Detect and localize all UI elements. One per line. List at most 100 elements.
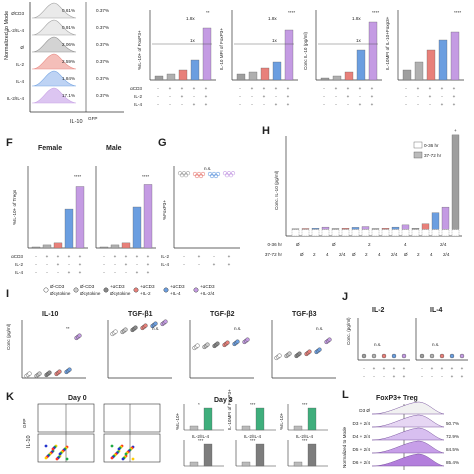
panel-i-letter: I	[6, 288, 9, 300]
treatment-sign: -	[183, 262, 185, 267]
scatter-point	[183, 173, 189, 178]
treatment-sign: +	[228, 262, 231, 267]
scatter-point	[177, 171, 183, 176]
bar	[53, 242, 63, 249]
bar	[31, 246, 41, 249]
panel-g-ylabel: %FoxP3+	[162, 200, 167, 220]
bar	[241, 461, 251, 467]
flow-event	[55, 457, 59, 461]
significance: ***	[302, 438, 308, 443]
bar-0-36hr	[291, 229, 300, 237]
data-point	[459, 353, 465, 359]
data-point	[307, 349, 312, 354]
data-point	[163, 319, 168, 324]
row2-value: Ø	[404, 252, 408, 257]
treatment-sign: -	[35, 254, 37, 259]
treatment-sign: -	[431, 374, 433, 379]
treatment-sign: -	[441, 94, 443, 99]
data-point	[37, 371, 42, 376]
histogram-curve	[31, 70, 77, 87]
panel-l-letter: L	[342, 389, 349, 401]
legend-bottom: +IL-2/4	[200, 291, 215, 296]
chart-subtitle: TGF-β1	[128, 311, 153, 318]
bar	[121, 242, 131, 249]
significance: ***	[250, 438, 256, 443]
treatment-sign: +	[429, 86, 432, 91]
data-point	[277, 353, 282, 358]
bar-37-72hr	[351, 227, 360, 230]
histogram-left-pct: 17.1%	[62, 93, 75, 98]
panel-f-male: Male	[106, 145, 122, 152]
legend-marker	[73, 287, 79, 293]
histogram-row-label: D6 + 2/4	[353, 460, 371, 465]
histogram-left-pct: 2.06%	[62, 42, 75, 47]
bar-0-36hr	[301, 229, 310, 237]
treatment-sign: -	[405, 94, 407, 99]
treatment-sign: -	[429, 102, 431, 107]
treatment-sign: -	[114, 262, 116, 267]
flow-event	[110, 444, 114, 448]
chart-subtitle: IL-10	[42, 311, 58, 318]
bar-0-36hr	[371, 229, 380, 237]
panel-i-legend: Ø-CD3 Øcytokine Ø-CD3 Øcytokine +αCD3 Øcytoki…	[43, 284, 215, 296]
scatter-point	[185, 171, 191, 176]
treatment-sign: +	[371, 86, 374, 91]
treatment-sign: -	[183, 254, 185, 259]
data-point	[143, 323, 148, 328]
row2-value: 4	[326, 252, 329, 257]
treatment-sign: -	[114, 270, 116, 275]
histogram-row-label: Ø	[20, 45, 24, 50]
treatment-sign: +	[453, 102, 456, 107]
treatment-sign: +	[451, 366, 454, 371]
treatment-sign: +	[198, 254, 201, 259]
treatment-label: IL-2	[15, 262, 23, 267]
treatment-sign: -	[103, 270, 105, 275]
significance: ****	[288, 10, 295, 15]
treatment-sign: +	[147, 254, 150, 259]
bar-0-36hr	[341, 229, 350, 237]
treatment-sign: -	[46, 270, 48, 275]
scatter-point	[215, 171, 221, 177]
data-point	[361, 353, 367, 359]
treatment-sign: +	[461, 366, 464, 371]
bar-0-36hr	[351, 229, 360, 237]
treatment-sign: -	[35, 262, 37, 267]
scatter-point	[226, 171, 232, 176]
histogram-curve	[31, 19, 77, 36]
treatment-sign: +	[403, 374, 406, 379]
row2-value: 2/4	[443, 252, 450, 257]
treatment-sign: +	[68, 254, 71, 259]
flow-event	[121, 457, 125, 461]
panel-k-ylabel: IL-10	[26, 435, 32, 448]
data-point	[245, 337, 250, 342]
data-point	[57, 369, 62, 374]
bar-37-72hr	[311, 228, 320, 230]
legend-marker	[163, 287, 169, 293]
panel-k: K Day 0 Day 3 IL-10 GFP ****%IL-10+IL-2/…	[6, 389, 328, 467]
bar	[203, 443, 213, 467]
bar	[402, 69, 412, 81]
treatment-label: IL-2	[161, 254, 169, 259]
data-point	[47, 370, 52, 375]
panel-e-ylabel: Normalized to Mode	[4, 11, 10, 60]
histogram-row-label: IL-2	[16, 62, 24, 67]
bar-37-72hr	[291, 228, 300, 230]
treatment-sign: +	[125, 262, 128, 267]
flow-event	[110, 456, 114, 460]
treatment-sign: +	[228, 254, 231, 259]
panel-l-ylabel: Normalized to Mode	[342, 426, 347, 468]
bar	[293, 425, 303, 431]
panel-k-day0: Day 0	[68, 395, 87, 402]
panel-k-flow-plots	[37, 403, 161, 463]
bar	[248, 71, 258, 81]
scatter-point	[213, 173, 219, 179]
bar-37-72hr	[421, 223, 430, 230]
treatment-sign: +	[79, 254, 82, 259]
bar	[307, 443, 317, 467]
histogram-pct: 72.9%	[446, 434, 459, 439]
treatment-sign: +	[57, 262, 60, 267]
treatment-sign: -	[441, 374, 443, 379]
bar-37-72hr	[371, 228, 380, 230]
row2-value: 2/4	[391, 252, 398, 257]
